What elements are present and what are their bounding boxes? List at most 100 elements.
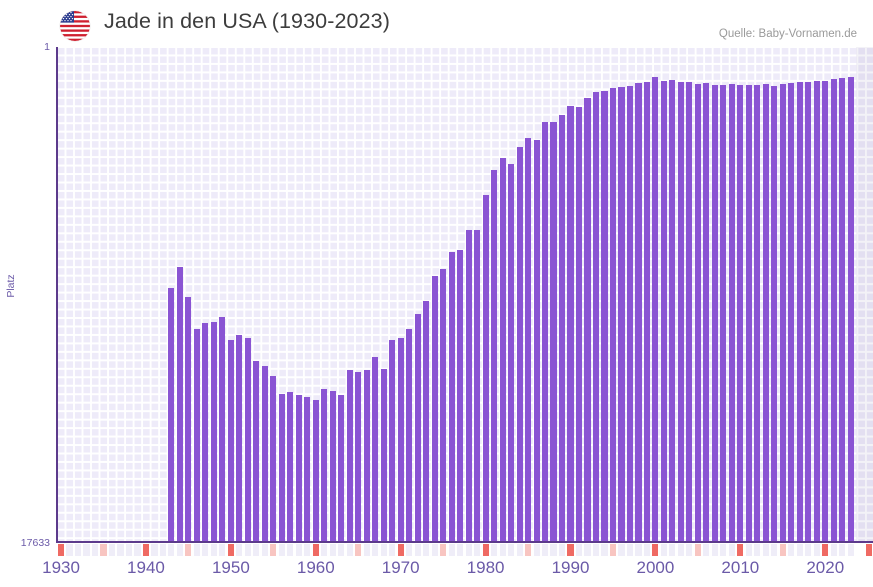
x-axis-tick-cell xyxy=(261,544,268,556)
x-axis-tick-cell xyxy=(542,544,549,556)
chart-bar xyxy=(575,107,583,541)
x-axis-tick-cell xyxy=(805,544,812,556)
chart-bar xyxy=(558,115,566,541)
chart-bar xyxy=(185,297,192,541)
chart-bar xyxy=(813,81,820,541)
x-axis-tick-cell xyxy=(677,544,684,556)
chart-bars xyxy=(57,47,873,541)
chart-bar xyxy=(745,85,752,541)
chart-bar xyxy=(210,322,217,541)
x-axis-tick-cell xyxy=(830,544,837,556)
x-axis-tick-cell xyxy=(151,544,158,556)
chart-bar xyxy=(423,301,430,541)
y-axis-bottom-tick-label: 17633 xyxy=(20,537,50,549)
chart-bar xyxy=(372,356,379,541)
x-axis-tick-cell xyxy=(745,544,752,556)
x-axis-tick-cell xyxy=(91,544,99,556)
x-axis-tick-cell xyxy=(550,544,557,556)
chart-bar xyxy=(380,368,387,541)
chart-bar xyxy=(822,80,829,541)
chart-bar xyxy=(847,77,854,541)
chart-bar xyxy=(261,366,268,541)
x-axis-tick-cell xyxy=(609,544,617,556)
chart-bar xyxy=(677,82,684,541)
x-axis-tick-cell xyxy=(762,544,769,556)
x-axis-tick-cell xyxy=(686,544,693,556)
chart-bar xyxy=(482,194,489,541)
chart-bar xyxy=(550,121,557,541)
chart-bar xyxy=(669,79,676,541)
x-axis-tick-cell xyxy=(584,544,591,556)
chart-bar xyxy=(762,84,769,541)
x-axis-tick-label: 1980 xyxy=(466,558,505,577)
chart-bar xyxy=(703,83,710,541)
chart-bar xyxy=(728,83,735,541)
chart-bar xyxy=(754,85,761,541)
x-axis-tick-cell xyxy=(779,544,786,556)
x-axis-tick-cell xyxy=(491,544,498,556)
x-axis-tick-label: 1930 xyxy=(42,558,80,577)
x-axis-tick-cell xyxy=(108,544,116,556)
x-axis-tick-cell xyxy=(66,544,73,556)
x-axis-tick-cell xyxy=(142,544,150,556)
chart-bar xyxy=(431,275,438,541)
x-axis-tick-cell xyxy=(100,544,107,556)
x-axis-tick-cell xyxy=(74,544,82,556)
x-axis-tick-cell xyxy=(219,544,226,556)
chart-bar xyxy=(202,323,209,541)
chart-bar xyxy=(660,80,667,541)
x-axis-tick-cell xyxy=(796,544,803,556)
x-axis-tick-cell xyxy=(618,544,625,556)
x-axis-tick-cell xyxy=(125,544,133,556)
chart-bar xyxy=(567,105,574,541)
chart-bar xyxy=(737,84,744,541)
chart-bar xyxy=(193,328,200,541)
x-axis-tick-cell xyxy=(363,544,370,556)
x-axis-tick-cell xyxy=(771,544,778,556)
x-axis-tick-cell xyxy=(839,544,846,556)
x-axis-tick-cell xyxy=(168,544,175,556)
chart-bar xyxy=(346,370,353,541)
us-flag-icon xyxy=(60,11,90,41)
x-axis-tick-cell xyxy=(575,544,583,556)
chart-bar xyxy=(592,91,600,541)
chart-bar xyxy=(389,340,396,541)
chart-plot-area xyxy=(57,47,873,541)
x-axis-tick-cell xyxy=(703,544,710,556)
x-axis-tick-cell xyxy=(414,544,421,556)
x-axis-tick-cell xyxy=(533,544,540,556)
x-axis-tick-cell xyxy=(83,544,90,556)
chart-bar xyxy=(227,340,234,541)
x-axis-tick-label: 2000 xyxy=(636,558,675,577)
chart-bar xyxy=(355,371,362,541)
chart-bar xyxy=(329,391,336,541)
x-axis-tick-cell xyxy=(643,544,650,556)
x-axis-line xyxy=(56,541,873,543)
x-axis-tick-label: 2020 xyxy=(806,558,845,577)
x-axis-tick-label: 1970 xyxy=(381,558,420,577)
x-axis-tick-cell xyxy=(176,544,183,556)
chart-bar xyxy=(618,87,625,541)
chart-bar xyxy=(414,314,421,541)
x-axis-labels: 1930 1940 1950 1960 1970 1980 1990 2000 2010 2020 xyxy=(0,558,873,586)
x-axis-tick-cell xyxy=(601,544,608,556)
chart-bar xyxy=(270,376,277,541)
x-axis-tick-cell xyxy=(508,544,515,556)
chart-bar xyxy=(779,84,786,541)
x-axis-tick-cell xyxy=(474,544,481,556)
x-axis-tick-cell xyxy=(822,544,829,556)
x-axis-tick-cell xyxy=(202,544,209,556)
x-axis-tick-cell xyxy=(465,544,472,556)
chart-bar xyxy=(771,86,778,541)
chart-bar xyxy=(244,338,251,541)
x-axis-tick-cell xyxy=(312,544,319,556)
x-axis-tick-cell xyxy=(669,544,676,556)
source-attribution: Quelle: Baby-Vornamen.de xyxy=(718,28,857,40)
x-axis-tick-cell xyxy=(635,544,642,556)
chart-bar xyxy=(465,230,472,541)
x-axis-tick-label: 1950 xyxy=(211,558,250,577)
x-axis-tick-cell xyxy=(389,544,396,556)
chart-bar xyxy=(635,83,642,541)
chart-bar xyxy=(839,78,846,541)
